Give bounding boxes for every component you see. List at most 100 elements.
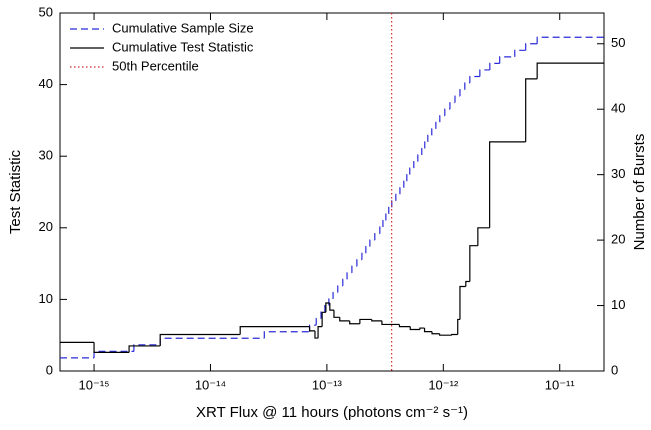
step-segment	[349, 320, 360, 325]
step-segment	[333, 310, 340, 318]
x-tick-label: 10⁻¹¹	[545, 377, 576, 392]
step-segment	[346, 272, 352, 280]
step-segment	[395, 193, 400, 201]
step-segment	[477, 227, 490, 246]
legend-label: Cumulative Sample Size	[112, 20, 254, 35]
step-segment	[499, 56, 515, 64]
step-segment	[457, 318, 460, 335]
step-segment	[454, 95, 460, 103]
legend-label: 50th Percentile	[112, 58, 199, 73]
step-segment	[385, 213, 389, 221]
step-segment	[424, 141, 428, 149]
x-tick-label: 10⁻¹⁵	[79, 377, 110, 392]
step-segment	[308, 326, 315, 332]
step-segment	[133, 344, 161, 352]
step-segment	[356, 259, 362, 267]
step-segment	[239, 326, 310, 335]
step-segment	[444, 108, 450, 116]
step-segment	[459, 88, 465, 97]
y2-tick-label: 50	[611, 35, 625, 50]
step-segment	[421, 147, 425, 156]
step-segment	[317, 326, 323, 339]
step-segment	[536, 36, 604, 44]
y2-tick-label: 40	[611, 101, 625, 116]
step-segment	[406, 174, 410, 182]
step-segment	[399, 187, 404, 195]
x-tick-label: 10⁻¹³	[312, 377, 343, 392]
step-segment	[403, 180, 407, 188]
step-segment	[388, 206, 392, 214]
step-segment	[489, 141, 526, 228]
plot-frame	[59, 12, 605, 372]
y2-tick-label: 20	[611, 232, 625, 247]
y-tick-label: 20	[39, 219, 53, 234]
step-segment	[361, 252, 366, 260]
step-segment	[381, 320, 400, 326]
step-segment	[382, 219, 386, 228]
step-segment	[369, 239, 375, 247]
step-segment	[459, 285, 466, 320]
y2-tick-label: 0	[611, 362, 618, 377]
step-segment	[525, 78, 538, 142]
y-tick-label: 30	[39, 148, 53, 163]
x-tick-label: 10⁻¹⁴	[195, 377, 226, 392]
step-segment	[413, 160, 418, 169]
step-segment	[449, 102, 455, 110]
step-segment	[469, 75, 480, 84]
step-segment	[351, 265, 357, 273]
step-segment	[469, 245, 478, 282]
step-segment	[314, 330, 319, 339]
step-segment	[465, 280, 470, 287]
step-segment	[325, 302, 330, 313]
step-segment	[536, 62, 604, 79]
step-segment	[451, 333, 458, 336]
y-axis-label: Test Statistic	[7, 149, 24, 234]
step-segment	[435, 121, 440, 129]
step-segment	[324, 304, 329, 313]
step-segment	[409, 167, 414, 175]
step-segment	[321, 311, 326, 327]
step-segment	[371, 319, 382, 322]
step-segment	[159, 337, 265, 345]
step-segment	[427, 134, 432, 142]
step-segment	[359, 318, 372, 324]
step-segment	[514, 49, 526, 57]
step-segment	[337, 285, 343, 293]
step-segment	[417, 154, 422, 162]
step-segment	[315, 318, 321, 326]
step-segment	[342, 278, 348, 286]
step-segment	[423, 328, 433, 333]
step-segment	[479, 69, 490, 77]
step-segment	[439, 115, 445, 123]
step-segment	[431, 331, 440, 335]
step-segment	[320, 311, 325, 319]
y-tick-label: 40	[39, 76, 53, 91]
step-segment	[525, 43, 538, 51]
step-segment	[391, 200, 396, 208]
step-segment	[374, 232, 380, 241]
step-segment	[128, 345, 161, 353]
step-segment	[263, 331, 310, 339]
step-segment	[332, 291, 338, 300]
step-segment	[419, 327, 425, 330]
step-segment	[365, 246, 370, 254]
step-segment	[339, 317, 350, 322]
x-axis-label: XRT Flux @ 11 hours (photons cm⁻² s⁻¹)	[196, 404, 468, 421]
y2-tick-label: 10	[611, 297, 625, 312]
step-segment	[93, 342, 130, 353]
y-tick-label: 50	[39, 4, 53, 19]
step-segment	[464, 82, 470, 90]
step-segment	[431, 128, 436, 136]
y-tick-label: 0	[46, 362, 53, 377]
y-tick-label: 10	[39, 291, 53, 306]
x-tick-label: 10⁻¹²	[428, 377, 459, 392]
step-segment	[439, 333, 452, 336]
step-segment	[489, 62, 500, 70]
step-segment	[159, 333, 241, 346]
legend-label: Cumulative Test Statistic	[112, 39, 254, 54]
y2-axis-label: Number of Bursts	[631, 134, 648, 251]
step-segment	[398, 324, 411, 328]
step-segment	[329, 302, 334, 311]
